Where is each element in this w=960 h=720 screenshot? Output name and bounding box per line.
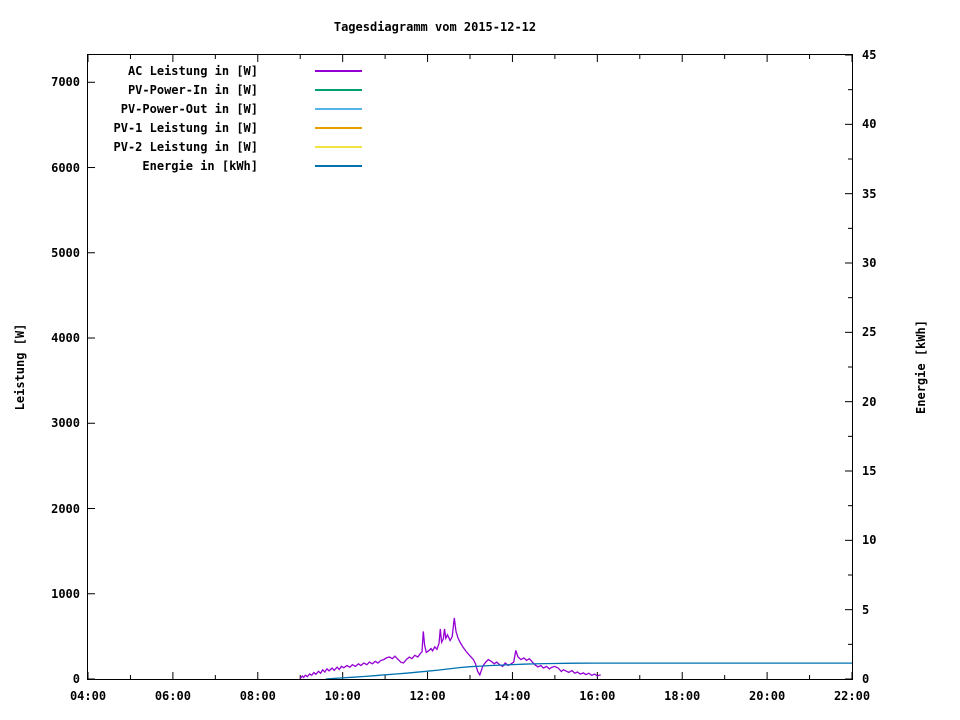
legend-line-sample [315,146,362,148]
legend-line-sample [315,165,362,167]
left-tick-label: 4000 [51,331,80,346]
left-tick-label: 3000 [51,416,80,431]
plot-area: AC Leistung in [W] PV-Power-In in [W] PV-P… [87,54,853,680]
legend-label: Energie in [kWh] [142,159,258,173]
left-tick-label: 7000 [51,75,80,90]
right-tick-label: 45 [862,48,877,62]
legend-label: PV-1 Leistung in [W] [113,121,259,135]
legend-line-sample [315,89,362,91]
right-tick-label: 25 [862,325,877,340]
x-tick-label: 16:00 [579,689,616,703]
legend-label: PV-Power-In in [W] [127,83,258,97]
x-tick-label: 14:00 [494,689,531,703]
x-tick-label: 10:00 [324,689,361,703]
right-tick-label: 15 [862,464,877,478]
legend-item: PV-1 Leistung in [W] [88,119,388,137]
chart-title: Tagesdiagramm vom 2015-12-12 [333,20,537,34]
x-tick-label: 04:00 [69,689,107,703]
x-tick-label: 06:00 [154,689,191,703]
legend-line-sample [315,108,362,110]
right-tick-label: 20 [862,394,877,409]
legend-label: PV-2 Leistung in [W] [113,140,259,154]
left-tick-label: 2000 [51,501,80,516]
right-tick-label: 30 [862,256,877,270]
right-tick-label: 0 [862,672,870,686]
plot-svg [88,55,852,679]
legend-item: PV-Power-In in [W] [88,81,388,99]
legend-item: PV-2 Leistung in [W] [88,138,388,156]
legend-label: PV-Power-Out in [W] [120,102,258,116]
legend-line-sample [315,127,362,129]
left-tick-label: 5000 [51,245,80,260]
left-tick-label: 6000 [51,160,80,175]
legend-item: PV-Power-Out in [W] [88,100,388,118]
left-tick-label: 0 [72,672,80,686]
left-tick-label: 1000 [51,586,80,601]
legend-item: Energie in [kWh] [88,157,388,175]
x-tick-label: 18:00 [664,689,701,703]
legend-line-sample [315,70,362,72]
right-tick-label: 5 [862,602,870,617]
legend-item: AC Leistung in [W] [88,62,388,80]
right-tick-label: 10 [862,533,877,548]
x-tick-label: 20:00 [749,689,786,703]
x-tick-label: 08:00 [239,689,276,703]
series-line-energie-in-kwh- [325,662,852,679]
right-tick-label: 40 [862,117,877,132]
series-line-ac-leistung-in-w- [299,617,601,679]
right-tick-label: 35 [862,186,877,201]
legend-label: AC Leistung in [W] [127,64,258,78]
x-tick-label: 12:00 [409,689,446,703]
right-axis-title: Energie [kWh] [914,320,928,414]
x-tick-label: 22:00 [833,689,871,703]
